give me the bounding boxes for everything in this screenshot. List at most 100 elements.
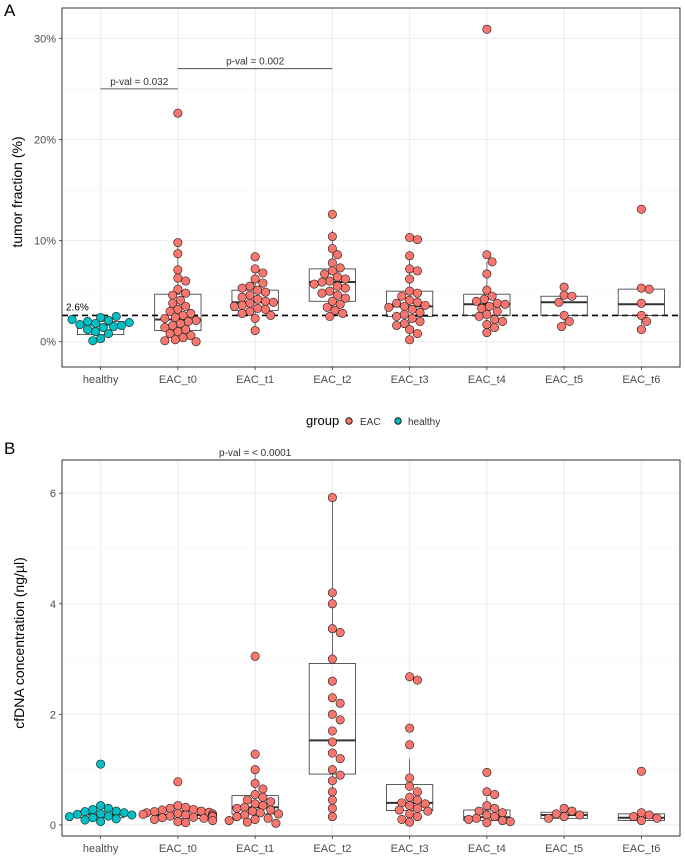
panel-b-data-point <box>173 777 183 787</box>
panel-a-data-point <box>405 264 415 274</box>
panel-a-data-point <box>405 251 415 261</box>
panel-a-data-point <box>83 316 93 326</box>
panel-a-data-point <box>340 274 350 284</box>
legend-title: group <box>306 413 339 428</box>
panel-b-data-point <box>397 814 407 824</box>
panel-a-data-point <box>487 291 497 301</box>
panel-b-data-point <box>157 805 167 815</box>
panel-a-data-point <box>253 303 263 313</box>
panel-b-data-point <box>165 811 175 821</box>
panel-b-data-point <box>258 792 268 802</box>
panel-a-data-point <box>175 295 185 305</box>
panel-a-data-point <box>245 298 255 308</box>
panel-b-data-point <box>181 818 191 828</box>
legend-healthy-marker <box>394 417 402 425</box>
panel-a-data-point <box>405 274 415 284</box>
panel-a-data-point <box>492 306 502 316</box>
panel-a-data-point <box>317 288 327 298</box>
panel-a-data-point <box>497 316 507 326</box>
panel-a-data-point <box>482 320 492 330</box>
panel-b-data-point <box>652 813 662 823</box>
panel-a-data-point <box>160 336 170 346</box>
panel-a-data-point <box>173 273 183 283</box>
panel-b-data-point <box>559 803 569 813</box>
panel-b-data-point <box>559 812 569 822</box>
panel-a-data-point <box>325 276 335 286</box>
panel-b-data-point <box>327 599 337 609</box>
panel-b-data-point <box>250 651 260 661</box>
panel-a-data-point <box>384 302 394 312</box>
panel-b-data-point <box>575 810 585 820</box>
panel-a-data-point <box>479 294 489 304</box>
panel-b-data-point <box>80 807 90 817</box>
panel-b-y-tick-label: 4 <box>50 599 56 611</box>
panel-b-data-point <box>250 778 260 788</box>
panel-a-data-point <box>327 232 337 242</box>
panel-b-data-point <box>482 810 492 820</box>
panel-b-data-point <box>80 815 90 825</box>
panel-b-data-point <box>405 801 415 811</box>
panel-a-data-point <box>333 272 343 282</box>
panel-b-data-point <box>629 812 639 822</box>
panel-b-data-point <box>636 816 646 826</box>
panel-b-data-point <box>412 795 422 805</box>
panel-b-data-point <box>111 806 121 816</box>
panel-a-data-point <box>322 302 332 312</box>
panel-a-data-point <box>335 299 345 309</box>
panel-a-data-point <box>490 314 500 324</box>
panel-a-data-point <box>261 304 271 314</box>
panel-a-data-point <box>237 300 247 310</box>
panel-a-data-point <box>340 293 350 303</box>
panel-b-x-tick-label: healthy <box>83 843 119 855</box>
panel-a-data-point <box>636 298 646 308</box>
panel-b-data-point <box>423 806 433 816</box>
panel-b-data-point <box>250 749 260 759</box>
panel-b-data-point <box>258 784 268 794</box>
panel-a-data-point <box>181 276 191 286</box>
panel-a-data-point <box>229 301 239 311</box>
panel-b-data-point <box>96 809 106 819</box>
panel-b-x-tick-label: EAC_t3 <box>391 843 429 855</box>
legend-eac-marker <box>345 417 353 425</box>
panel-a-data-point <box>482 285 492 295</box>
panel-a-data-point <box>268 297 278 307</box>
panel-b-data-point <box>551 809 561 819</box>
panel-b-y-axis-title: cfDNA concentration (ng/µl) <box>11 557 27 728</box>
panel-a-x-tick-label: healthy <box>83 374 119 386</box>
panel-a-data-point <box>173 108 183 118</box>
panel-a-data-point <box>405 335 415 345</box>
panel-b-data-point <box>127 810 137 820</box>
panel-a-data-point <box>636 283 646 293</box>
panel-a-x-tick-label: EAC_t2 <box>313 374 351 386</box>
panel-b-data-point <box>335 715 345 725</box>
panel-b-data-point <box>327 787 337 797</box>
panel-a-data-point <box>482 309 492 319</box>
panel-b-x-tick-label: EAC_t6 <box>622 843 660 855</box>
panel-a-data-point <box>412 266 422 276</box>
panel-b-data-point <box>271 818 281 828</box>
panel-b-data-point <box>232 803 242 813</box>
panel-a-data-point <box>90 327 100 337</box>
panel-b-data-point <box>497 816 507 826</box>
panel-a-data-point <box>173 265 183 275</box>
panel-a-data-point <box>173 238 183 248</box>
panel-a-data-point <box>490 323 500 333</box>
panel-b-data-point <box>335 698 345 708</box>
panel-a-data-point <box>399 301 409 311</box>
panel-a-data-point <box>482 328 492 338</box>
panel-a-data-point <box>186 308 196 318</box>
panel-a-border <box>61 7 681 368</box>
panel-a-data-point <box>407 313 417 323</box>
panel-b-data-point <box>567 806 577 816</box>
panel-a-data-point <box>557 322 567 332</box>
panel-a-significance-label: p-val = 0.002 <box>226 57 285 68</box>
panel-b-data-point <box>96 759 106 769</box>
panel-a-data-point <box>258 268 268 278</box>
panel-a-threshold-label: 2.6% <box>66 302 89 313</box>
panel-a-data-point <box>245 290 255 300</box>
panel-b-data-point <box>405 817 415 827</box>
panel-b-plot-area <box>62 460 680 836</box>
panel-b-data-point <box>482 818 492 828</box>
panel-a-data-point <box>564 316 574 326</box>
panel-b-data-point <box>327 795 337 805</box>
